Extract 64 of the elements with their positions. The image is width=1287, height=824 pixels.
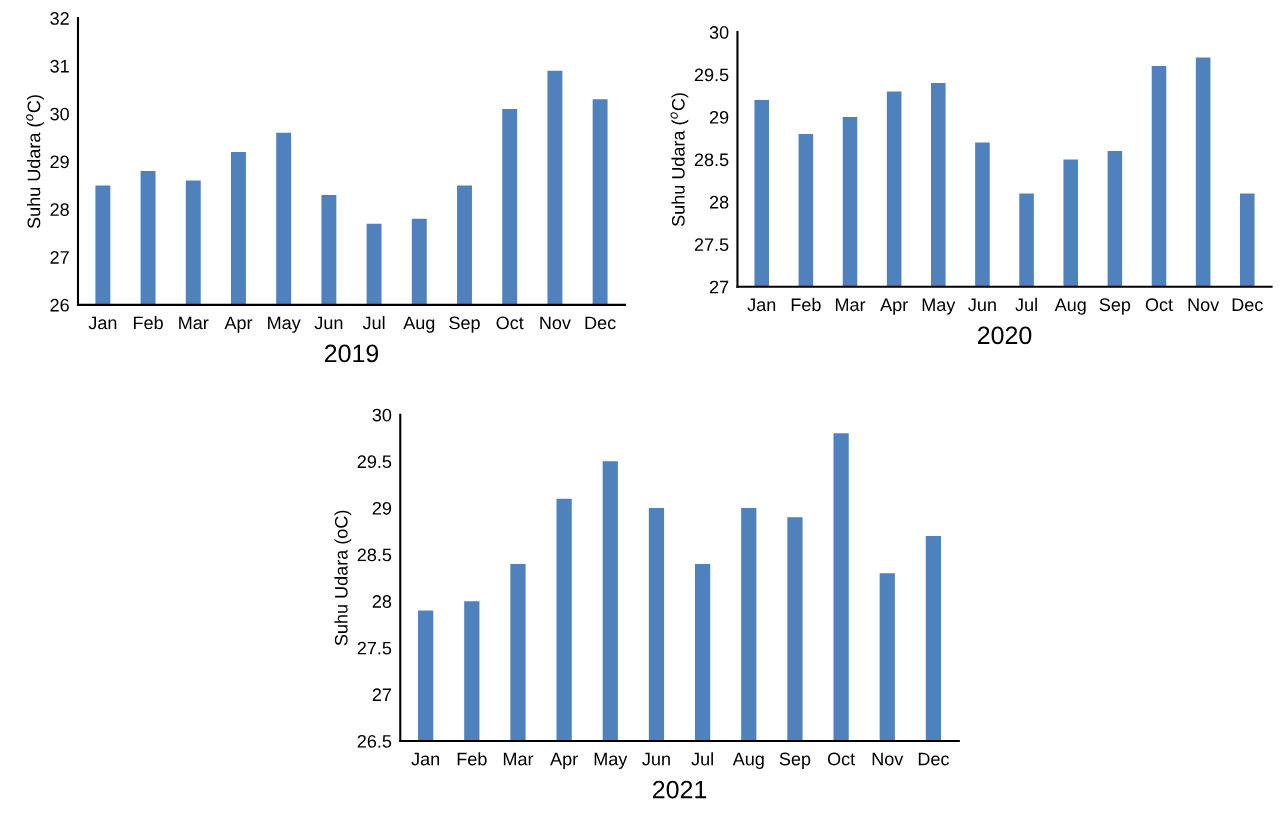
y-tick-label: 29 [50,155,69,169]
y-tick-label: 28 [50,203,69,217]
x-tick-label: May [594,752,628,769]
y-tick-label: 28.5 [694,153,729,167]
x-tick-label: Nov [1188,298,1220,312]
x-tick-label: Apr [550,752,578,769]
x-axis-title: 2021 [652,780,707,799]
x-tick-label: Feb [457,752,487,766]
y-tick-label: 29 [709,110,729,124]
x-tick-label: Apr [880,298,908,315]
y-tick-label: 30 [50,107,69,121]
y-axis-title: Suhu Udara ($^{o}$C) [670,93,689,227]
y-tick-label: 28.5 [357,548,392,562]
x-tick-label: Nov [872,752,904,766]
y-tick-label: 29 [372,501,392,515]
x-tick-label: Nov [540,316,571,330]
y-tick-label: 30 [372,408,392,422]
x-tick-label: Feb [133,315,163,330]
y-axis-title: Suhu Udara ($^{o}$C) [26,95,44,229]
y-tick-label: 28 [709,195,729,209]
x-tick-label: Oct [1145,298,1173,312]
x-tick-label: Jan [411,752,440,766]
y-tick-label: 27 [372,688,392,701]
x-axis-title: 2019 [324,344,379,363]
y-tick-label: 27 [50,251,69,264]
x-tick-label: Jan [747,298,776,312]
x-tick-label: May [268,316,301,333]
y-tick-label: 26 [50,298,69,312]
x-tick-label: Aug [1054,298,1086,315]
x-tick-label: Aug [732,752,764,769]
y-tick-label: 28 [372,595,392,608]
x-tick-label: Dec [1232,298,1263,312]
x-tick-label: Jul [1015,297,1037,312]
x-tick-label: Oct [496,316,524,330]
x-tick-label: Sep [1099,298,1131,315]
x-tick-label: Sep [449,316,480,333]
x-tick-label: Jul [362,315,385,330]
y-tick-label: 29.5 [694,68,729,82]
y-tick-label: 27 [709,280,729,294]
y-tick-label: 29.5 [357,455,392,469]
y-tick-label: 32 [50,12,69,25]
y-tick-label: 30 [709,26,729,39]
x-tick-label: Mar [503,752,534,766]
x-tick-label: Apr [224,316,253,333]
x-tick-label: Oct [827,752,856,766]
y-tick-label: 31 [50,59,69,73]
x-tick-label: Aug [403,316,435,333]
x-tick-label: Jul [691,752,713,766]
x-tick-label: Mar [835,298,866,312]
y-tick-label: 26.5 [357,734,392,748]
x-tick-label: May [922,298,956,315]
x-tick-label: Dec [918,752,949,766]
x-tick-label: Jun [968,298,996,312]
x-tick-label: Sep [779,752,811,769]
x-tick-label: Dec [585,316,616,330]
x-tick-label: Jun [642,752,670,766]
x-tick-label: Feb [791,297,821,312]
x-tick-label: Jan [88,316,117,330]
y-tick-label: 27.5 [694,238,729,252]
x-tick-label: Mar [179,316,209,330]
y-tick-label: 27.5 [357,641,392,655]
x-axis-title: 2020 [977,326,1032,345]
x-tick-label: Jun [314,316,343,330]
y-axis-title: Suhu Udara (oC) [334,510,352,646]
